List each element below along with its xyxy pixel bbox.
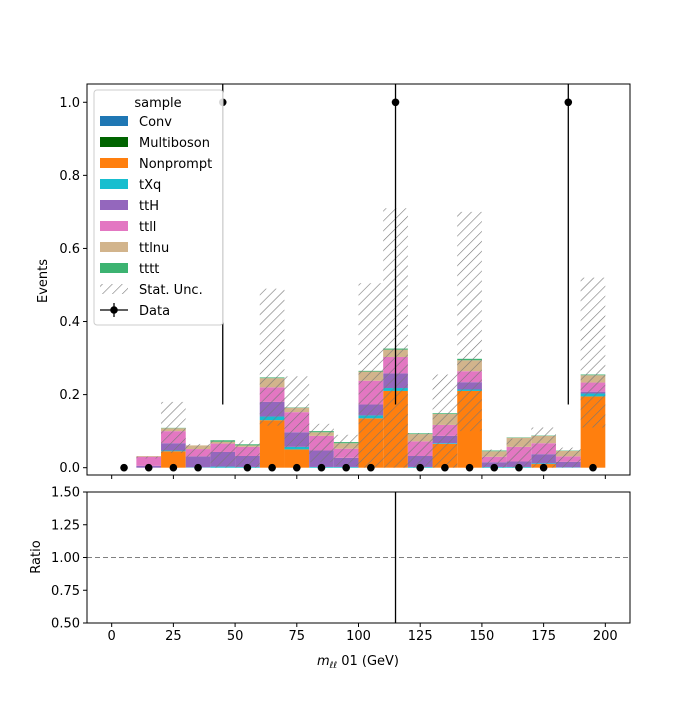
legend-swatch bbox=[100, 116, 128, 126]
main-y-ticks: 0.0 0.2 0.4 0.6 0.8 1.0 bbox=[59, 96, 87, 476]
legend-swatch bbox=[100, 137, 128, 147]
stat-unc-bin bbox=[136, 457, 161, 459]
stat-unc-bin bbox=[457, 212, 482, 431]
stat-unc-bin bbox=[334, 435, 359, 466]
ratio-y-ticks: 0.50 0.75 1.00 1.25 1.50 bbox=[51, 486, 87, 632]
stat-unc-bin bbox=[260, 289, 285, 426]
stat-unc-bin bbox=[359, 283, 384, 468]
legend-swatch bbox=[100, 221, 128, 231]
y-tick-label: 0.8 bbox=[59, 169, 80, 184]
legend-label: Data bbox=[139, 304, 170, 319]
legend-swatch-stat-unc bbox=[100, 284, 128, 294]
data-point bbox=[441, 464, 449, 472]
data-point bbox=[466, 464, 474, 472]
legend-swatch bbox=[100, 263, 128, 273]
legend-swatch bbox=[100, 200, 128, 210]
ratio-content bbox=[87, 492, 630, 623]
stat-unc-bin bbox=[433, 375, 458, 468]
main-y-axis-label: Events bbox=[36, 259, 51, 303]
data-point bbox=[194, 464, 202, 472]
stat-unc-bin bbox=[531, 427, 556, 467]
x-axis-label: mℓℓ 01 (GeV) bbox=[317, 654, 399, 671]
data-point bbox=[416, 464, 424, 472]
data-point bbox=[490, 464, 498, 472]
ratio-y-tick-label: 1.00 bbox=[51, 551, 80, 566]
data-point bbox=[120, 464, 128, 472]
stat-unc-bin bbox=[235, 440, 260, 467]
x-tick-label: 75 bbox=[289, 629, 306, 644]
stat-unc-bin bbox=[556, 448, 581, 468]
stat-unc-bin bbox=[210, 440, 235, 467]
ratio-y-tick-label: 1.25 bbox=[51, 518, 80, 533]
legend-swatch bbox=[100, 179, 128, 189]
stat-unc-bin bbox=[581, 278, 606, 428]
legend-label: ttlnu bbox=[139, 241, 169, 256]
legend-label: ttH bbox=[139, 199, 159, 214]
data-point bbox=[515, 464, 523, 472]
legend-label: Conv bbox=[139, 115, 172, 130]
stat-unc-bin bbox=[408, 433, 433, 468]
data-point bbox=[392, 98, 400, 106]
ratio-x-ticks: 0 25 50 75 100 125 150 175 200 bbox=[108, 623, 618, 644]
legend-label: Stat. Unc. bbox=[139, 283, 203, 298]
x-axis-label-var: m bbox=[317, 654, 330, 669]
x-tick-label: 175 bbox=[531, 629, 556, 644]
stat-unc-bin bbox=[161, 402, 186, 453]
x-tick-label: 200 bbox=[593, 629, 618, 644]
ratio-y-axis-label: Ratio bbox=[29, 540, 44, 573]
x-tick-label: 50 bbox=[227, 629, 244, 644]
x-tick-label: 125 bbox=[408, 629, 433, 644]
data-point bbox=[318, 464, 326, 472]
x-axis-label-unit: 01 (GeV) bbox=[337, 654, 399, 669]
data-point bbox=[342, 464, 350, 472]
legend-data-marker bbox=[110, 306, 118, 314]
x-tick-label: 25 bbox=[165, 629, 182, 644]
main-x-ticks bbox=[112, 475, 606, 479]
ratio-panel: 0 25 50 75 100 125 150 175 200 0.50 0.75 1.00 1.25 1… bbox=[29, 486, 630, 672]
legend-title: sample bbox=[134, 96, 181, 111]
data-point bbox=[268, 464, 276, 472]
legend-label: Nonprompt bbox=[139, 157, 212, 172]
data-point bbox=[244, 464, 252, 472]
bar-ttlnu bbox=[136, 456, 161, 457]
data-point bbox=[170, 464, 178, 472]
y-tick-label: 0.0 bbox=[59, 461, 80, 476]
legend-label: Multiboson bbox=[139, 136, 210, 151]
bar-nonprompt bbox=[260, 420, 285, 468]
legend-swatch bbox=[100, 242, 128, 252]
legend-label: ttll bbox=[139, 220, 156, 235]
ratio-y-tick-label: 0.50 bbox=[51, 617, 80, 632]
ratio-y-tick-label: 1.50 bbox=[51, 486, 80, 501]
data-point bbox=[293, 464, 301, 472]
data-point bbox=[589, 464, 597, 472]
x-tick-label: 150 bbox=[469, 629, 494, 644]
x-tick-label: 0 bbox=[108, 629, 116, 644]
data-point bbox=[540, 464, 548, 472]
y-tick-label: 1.0 bbox=[59, 96, 80, 111]
legend-label: tttt bbox=[139, 262, 159, 277]
data-point bbox=[145, 464, 153, 472]
y-tick-label: 0.2 bbox=[59, 388, 80, 403]
data-point bbox=[564, 98, 572, 106]
stat-unc-bin bbox=[284, 376, 309, 447]
legend: sample Conv Multiboson Nonprompt tXq ttH ttll… bbox=[94, 90, 223, 325]
y-tick-label: 0.6 bbox=[59, 242, 80, 257]
stat-unc-bin bbox=[186, 444, 211, 457]
x-tick-label: 100 bbox=[346, 629, 371, 644]
ratio-y-tick-label: 0.75 bbox=[51, 584, 80, 599]
data-point bbox=[367, 464, 375, 472]
y-tick-label: 0.4 bbox=[59, 315, 80, 330]
legend-swatch bbox=[100, 158, 128, 168]
stat-unc-bin bbox=[309, 424, 334, 462]
legend-label: tXq bbox=[139, 178, 161, 193]
x-axis-label-sub: ℓℓ bbox=[329, 661, 337, 671]
stat-unc-bin bbox=[507, 438, 532, 467]
